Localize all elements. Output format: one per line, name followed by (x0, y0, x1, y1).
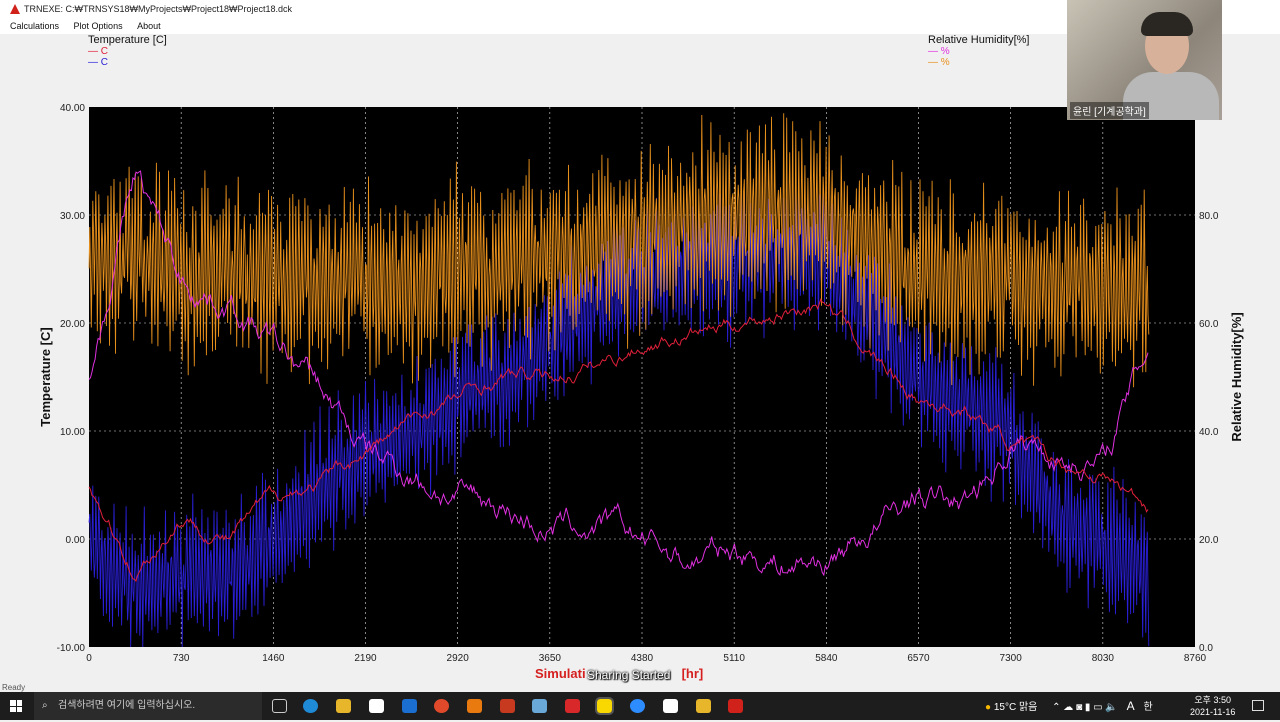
x-tick-label: 7300 (1000, 653, 1023, 664)
notification-icon[interactable] (1252, 700, 1264, 711)
kakaotalk-icon[interactable] (595, 697, 614, 715)
y-tick-label-left: 20.00 (60, 319, 85, 330)
app-icon[interactable] (696, 699, 711, 713)
legend-title: Temperature [C] (88, 34, 167, 46)
mail-icon[interactable] (402, 699, 417, 713)
y-tick-label-left: 40.00 (60, 103, 85, 114)
system-tray: ● 15°C 맑음 ⌃ ☁ ◙ ▮ ▭ 🔈 A 한 (985, 692, 1153, 720)
app-icon[interactable] (532, 699, 547, 713)
y-tick-label-right: 40.0 (1199, 427, 1219, 438)
legend-item: — % (928, 46, 950, 57)
y-tick-label-left: 30.00 (60, 211, 85, 222)
x-tick-label: 3650 (539, 653, 562, 664)
legend-item: — % (928, 57, 950, 68)
x-tick-label: 1460 (262, 653, 285, 664)
x-tick-label: 6570 (907, 653, 930, 664)
legend-item: — C (88, 46, 109, 57)
clock[interactable]: 오후 3:50 2021-11-16 (1190, 695, 1236, 717)
y-tick-label-left: 0.00 (66, 535, 86, 546)
x-tick-label: 5110 (723, 653, 745, 664)
weather-sun-icon: ● (985, 702, 992, 713)
legend-title: Relative Humidity[%] (928, 34, 1030, 46)
search-icon: ⌕ (42, 700, 48, 711)
x-tick-label: 730 (173, 653, 190, 664)
app-icon[interactable] (467, 699, 482, 713)
trnsys-plot: 0 730 1460 2190 2920 3650 4380 5110 5840 6570 7300… (38, 103, 1244, 664)
tray-chevron-icon[interactable]: ⌃ ☁ ◙ ▮ ▭ 🔈 (1052, 702, 1118, 713)
series-line-2 (88, 170, 1149, 577)
task-view-icon[interactable] (272, 699, 287, 713)
x-tick-label: 2190 (354, 653, 377, 664)
legend-item: — C (88, 57, 109, 68)
weather-text[interactable]: 15°C 맑음 (993, 702, 1038, 713)
legend-temperature: Temperature [C] — C — C (88, 34, 167, 69)
x-tick-label: 5840 (815, 653, 838, 664)
participant-name: 윤린 [기계공학과] (1070, 102, 1149, 119)
windows-start-icon[interactable] (10, 700, 22, 712)
y-tick-label-left: -10.00 (57, 643, 86, 654)
ime-indicator[interactable]: A (1126, 699, 1135, 713)
y-tick-label-right: 20.0 (1199, 535, 1219, 546)
x-tick-label: 8760 (1184, 653, 1207, 664)
pdf-icon[interactable] (663, 699, 678, 713)
person-body (1123, 72, 1219, 120)
webcam-overlay: 윤린 [기계공학과] (1067, 0, 1222, 120)
legend-humidity: Relative Humidity[%] — % — % (928, 34, 1030, 69)
powerpoint-icon[interactable] (500, 699, 515, 713)
language-indicator[interactable]: 한 (1143, 702, 1153, 713)
x-tick-label: 4380 (631, 653, 654, 664)
edge-icon[interactable] (303, 699, 318, 713)
app-icon[interactable] (565, 699, 580, 713)
menu-about[interactable]: About (137, 21, 161, 31)
trnsys-taskbar-icon[interactable] (728, 699, 743, 713)
y-tick-label-right: 0.0 (1199, 643, 1213, 654)
title-bar: TRNEXE: C:₩TRNSYS18₩MyProjects₩Project18… (0, 0, 1280, 19)
chrome-icon[interactable] (434, 699, 449, 713)
x-axis-label: Simulati [hr] (535, 666, 704, 681)
series-line-3 (88, 298, 1149, 583)
person-hair (1141, 12, 1193, 36)
x-tick-label: 0 (86, 653, 92, 664)
file-explorer-icon[interactable] (336, 699, 351, 713)
series-line-1 (88, 113, 1150, 388)
taskbar-search[interactable]: ⌕ 검색하려면 여기에 입력하십시오. (34, 692, 262, 720)
menu-plot-options[interactable]: Plot Options (73, 21, 123, 31)
menu-calculations[interactable]: Calculations (10, 21, 60, 31)
sharing-started-overlay: Sharing Started (587, 668, 671, 682)
y-tick-label-left: 10.00 (60, 427, 85, 438)
y-axis-label-left: Temperature [C] (38, 327, 53, 426)
menu-bar: Calculations Plot Options About (0, 19, 1280, 34)
taskbar: ⌕ 검색하려면 여기에 입력하십시오. ● 15°C 맑음 ⌃ ☁ ◙ ▮ ▭ 🔈… (0, 692, 1280, 720)
store-icon[interactable] (369, 699, 384, 713)
zoom-icon[interactable] (630, 699, 645, 713)
y-tick-label-right: 80.0 (1199, 211, 1219, 222)
x-tick-label: 8030 (1092, 653, 1115, 664)
trnsys-app-icon (10, 4, 20, 14)
x-tick-label: 2920 (447, 653, 470, 664)
status-bar: Ready (2, 683, 26, 692)
y-axis-label-right: Relative Humidity[%] (1229, 312, 1244, 441)
y-tick-label-right: 60.0 (1199, 319, 1219, 330)
window-title: TRNEXE: C:₩TRNSYS18₩MyProjects₩Project18… (24, 4, 293, 14)
